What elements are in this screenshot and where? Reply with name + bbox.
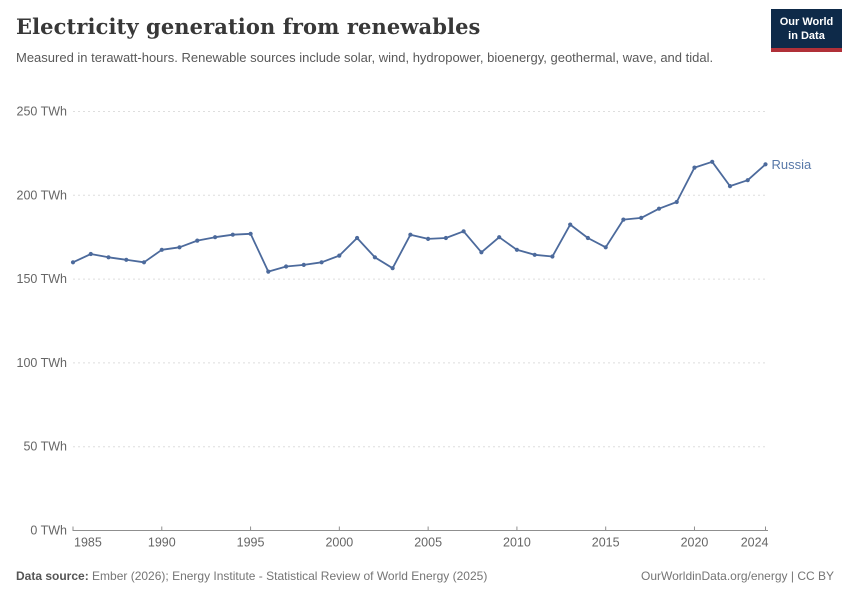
x-axis-tick-label: 1985 — [74, 536, 102, 550]
x-axis-tick-label: 2020 — [681, 536, 709, 550]
series-line-russia[interactable] — [72, 160, 767, 273]
data-point[interactable] — [745, 178, 750, 183]
data-source-label: Data source: — [16, 569, 89, 583]
data-point[interactable] — [692, 165, 697, 170]
data-point[interactable] — [603, 245, 608, 250]
y-axis-tick-label: 200 TWh — [17, 188, 68, 202]
data-point[interactable] — [763, 162, 768, 167]
data-point[interactable] — [213, 235, 218, 240]
data-point[interactable] — [550, 254, 555, 259]
chart-footer: Data source: Ember (2026); Energy Instit… — [16, 569, 834, 583]
chart-subtitle: Measured in terawatt-hours. Renewable so… — [16, 50, 714, 65]
y-axis-tick-label: 250 TWh — [17, 105, 68, 119]
data-point[interactable] — [443, 235, 448, 241]
data-point[interactable] — [70, 260, 76, 265]
data-point[interactable] — [621, 217, 626, 222]
y-axis-tick-label: 0 TWh — [30, 524, 67, 538]
x-axis-tick-label: 1995 — [237, 536, 265, 550]
series-label-russia[interactable]: Russia — [772, 157, 813, 172]
data-point[interactable] — [337, 253, 342, 258]
page-title: Electricity generation from renewables — [16, 14, 481, 39]
data-point[interactable] — [372, 255, 377, 260]
data-point[interactable] — [195, 238, 200, 243]
data-point[interactable] — [532, 252, 537, 257]
data-point[interactable] — [674, 199, 679, 205]
data-point[interactable] — [319, 260, 324, 265]
chart-header: Electricity generation from renewables M… — [16, 14, 756, 68]
data-point[interactable] — [585, 235, 591, 241]
data-point[interactable] — [124, 257, 129, 262]
data-point[interactable] — [390, 266, 395, 271]
data-point[interactable] — [355, 235, 360, 241]
x-axis-tick-label: 2010 — [503, 536, 531, 550]
x-axis-tick-label: 2005 — [414, 536, 442, 550]
data-point[interactable] — [497, 235, 502, 240]
owid-logo-line1: Our World — [779, 16, 834, 28]
data-point[interactable] — [727, 184, 733, 189]
owid-license-link[interactable]: OurWorldinData.org/energy | CC BY — [641, 569, 834, 583]
data-point[interactable] — [461, 229, 466, 234]
x-axis-tick-label: 2000 — [325, 536, 353, 550]
y-axis-tick-label: 50 TWh — [23, 440, 67, 454]
x-axis-tick-label: 2024 — [741, 536, 769, 550]
data-point[interactable] — [230, 232, 235, 237]
data-point[interactable] — [248, 231, 253, 236]
data-point[interactable] — [284, 264, 289, 269]
data-point[interactable] — [408, 232, 413, 237]
owid-logo[interactable]: Our World in Data — [771, 9, 842, 52]
data-point[interactable] — [639, 215, 644, 220]
data-point[interactable] — [106, 255, 111, 260]
data-point[interactable] — [177, 245, 182, 250]
data-point[interactable] — [266, 269, 271, 274]
data-point[interactable] — [88, 251, 93, 257]
x-axis-tick-label: 2015 — [592, 536, 620, 550]
data-point[interactable] — [141, 260, 147, 265]
owid-logo-line2: in Data — [788, 30, 825, 43]
data-source-text: Ember (2026); Energy Institute - Statist… — [88, 569, 488, 583]
data-point[interactable] — [301, 262, 306, 267]
x-axis-tick-label: 1990 — [148, 536, 176, 550]
data-point[interactable] — [656, 206, 662, 211]
data-point[interactable] — [710, 159, 715, 164]
data-point[interactable] — [568, 222, 573, 227]
y-axis-tick-label: 100 TWh — [17, 356, 68, 370]
data-point[interactable] — [159, 247, 164, 252]
data-point[interactable] — [514, 247, 520, 252]
data-source: Data source: Ember (2026); Energy Instit… — [16, 569, 487, 583]
data-point[interactable] — [479, 250, 484, 255]
data-point[interactable] — [426, 236, 431, 241]
y-axis-tick-label: 150 TWh — [17, 272, 68, 286]
